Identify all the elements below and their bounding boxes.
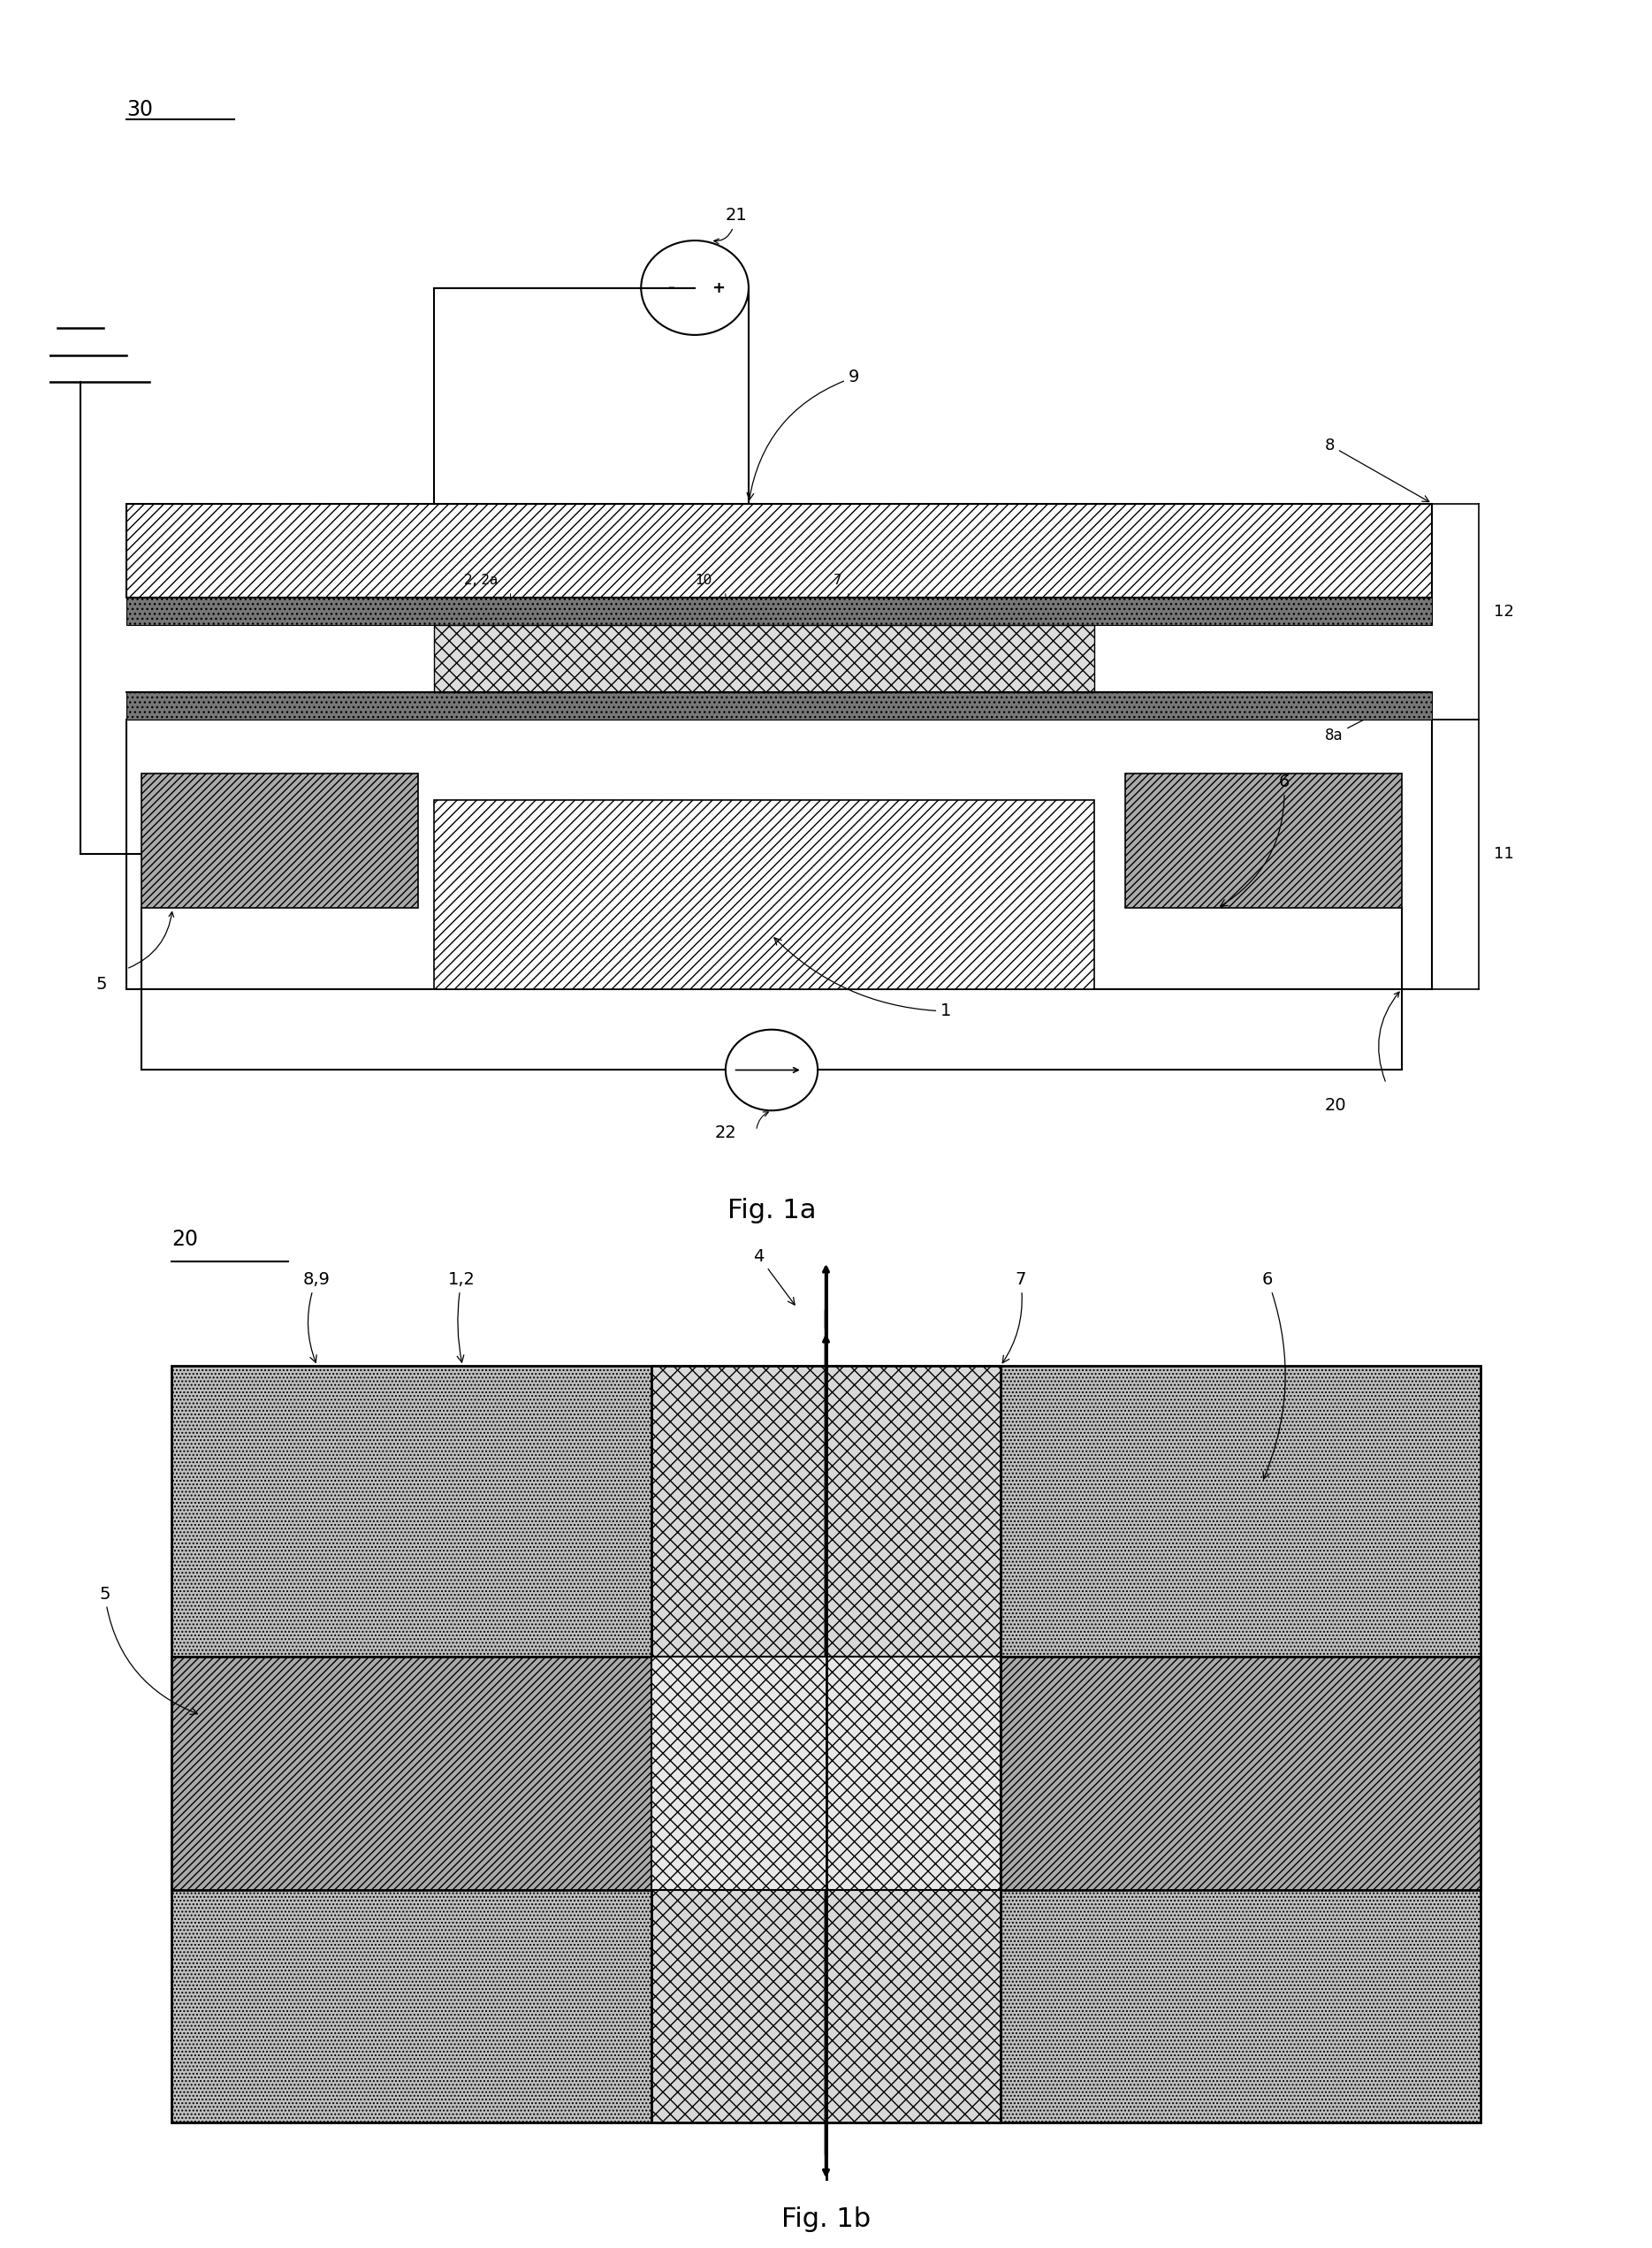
Text: 8a: 8a [1325,695,1414,744]
Text: 1,2: 1,2 [448,1272,476,1362]
Text: 20: 20 [172,1227,198,1250]
Bar [434,800,1094,989]
Text: 11: 11 [1493,845,1513,863]
Bar [651,1367,1001,2122]
Bar [127,692,1432,719]
Text: -: - [669,279,676,297]
Text: 1: 1 [775,937,952,1021]
Text: 9: 9 [747,369,859,499]
Text: 10: 10 [695,573,712,587]
Text: 7: 7 [833,573,841,587]
Bar [142,773,418,908]
Text: 7: 7 [1003,1272,1026,1362]
Bar [434,625,1094,692]
Text: Fig. 1b: Fig. 1b [781,2208,871,2232]
Bar [127,719,1432,989]
Text: 12: 12 [1493,602,1513,620]
Text: 4: 4 [753,1248,795,1304]
Bar [127,598,1432,625]
Bar [172,1657,1480,1891]
Text: +: + [712,279,725,297]
Text: 22: 22 [715,1124,737,1142]
Text: 6: 6 [1262,1272,1285,1479]
Text: 30: 30 [127,99,154,119]
Text: Fig. 1a: Fig. 1a [727,1198,816,1223]
Bar [1125,773,1401,908]
Bar [127,504,1432,598]
Text: 5: 5 [99,1585,198,1715]
Text: 2, 2a: 2, 2a [464,573,499,587]
Text: 8: 8 [1325,436,1429,501]
Text: 20: 20 [1325,1097,1346,1115]
Text: 6: 6 [1221,773,1290,906]
Text: 5: 5 [96,976,107,994]
Text: 8,9: 8,9 [302,1272,330,1362]
Bar [651,1657,1001,1891]
Text: 21: 21 [725,207,747,225]
Bar [172,1367,1480,2122]
